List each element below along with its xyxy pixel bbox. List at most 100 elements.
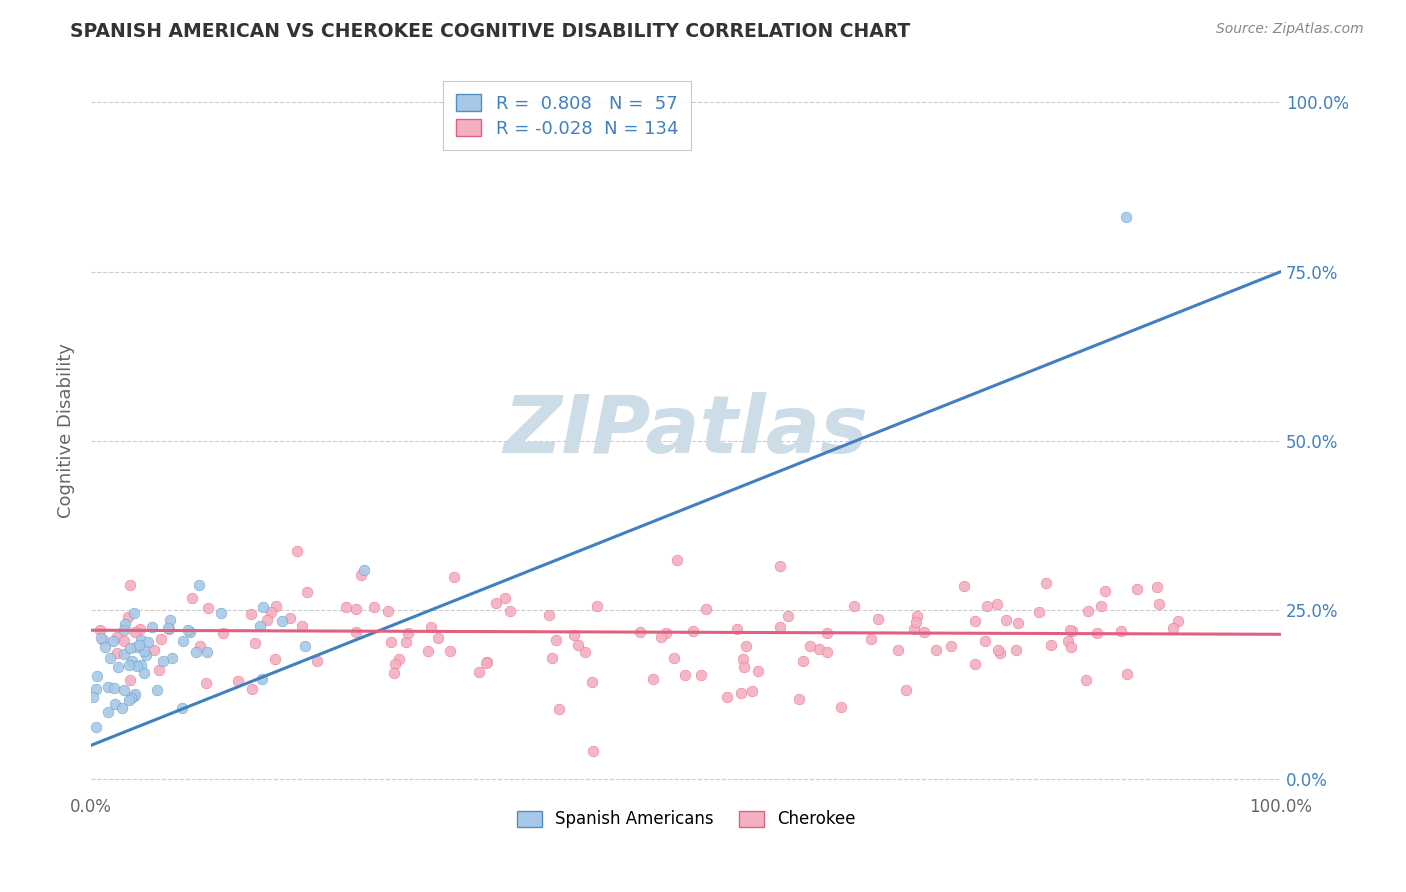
Point <box>1126 582 1149 596</box>
Legend: Spanish Americans, Cherokee: Spanish Americans, Cherokee <box>510 804 862 835</box>
Point <box>1028 605 1050 619</box>
Point <box>974 634 997 648</box>
Point <box>118 673 141 687</box>
Point <box>965 657 987 671</box>
Y-axis label: Cognitive Disability: Cognitive Disability <box>58 343 75 518</box>
Point <box>294 639 316 653</box>
Point <box>156 621 179 635</box>
Point <box>716 690 738 704</box>
Point <box>475 655 498 669</box>
Point <box>363 599 385 614</box>
Point <box>111 700 134 714</box>
Point <box>420 620 443 634</box>
Point <box>1167 614 1189 628</box>
Point <box>1147 597 1170 611</box>
Point <box>859 632 882 646</box>
Point <box>1090 599 1112 614</box>
Point <box>132 665 155 680</box>
Point <box>986 597 1008 611</box>
Point <box>976 599 998 614</box>
Point <box>103 634 125 648</box>
Point <box>132 644 155 658</box>
Point <box>136 634 159 648</box>
Point <box>1057 634 1080 648</box>
Point <box>157 623 180 637</box>
Point <box>118 693 141 707</box>
Point <box>1060 624 1083 638</box>
Point <box>89 623 111 637</box>
Point <box>350 567 373 582</box>
Point <box>1007 616 1029 631</box>
Point <box>145 683 167 698</box>
Point <box>690 668 713 682</box>
Point <box>129 622 152 636</box>
Point <box>114 616 136 631</box>
Point <box>122 606 145 620</box>
Point <box>278 611 301 625</box>
Point <box>118 578 141 592</box>
Point <box>112 647 135 661</box>
Point <box>107 659 129 673</box>
Point <box>176 624 198 638</box>
Point <box>1116 666 1139 681</box>
Point <box>1146 580 1168 594</box>
Point <box>291 618 314 632</box>
Point <box>939 640 962 654</box>
Point <box>90 632 112 646</box>
Point <box>142 643 165 657</box>
Point <box>82 690 104 705</box>
Point <box>1005 643 1028 657</box>
Point <box>395 634 418 648</box>
Point <box>105 646 128 660</box>
Point <box>735 639 758 653</box>
Point <box>912 625 935 640</box>
Point <box>468 665 491 679</box>
Point <box>994 613 1017 627</box>
Point <box>128 639 150 653</box>
Point <box>120 640 142 655</box>
Point <box>641 672 664 686</box>
Point <box>243 636 266 650</box>
Point <box>1115 211 1137 225</box>
Point <box>1077 603 1099 617</box>
Point <box>127 659 149 673</box>
Point <box>264 599 287 613</box>
Point <box>1094 583 1116 598</box>
Point <box>180 591 202 606</box>
Point <box>747 664 769 678</box>
Point <box>808 641 831 656</box>
Point <box>239 607 262 621</box>
Point <box>184 645 207 659</box>
Point <box>1059 623 1081 637</box>
Point <box>541 651 564 665</box>
Point <box>112 624 135 638</box>
Point <box>1039 638 1062 652</box>
Point <box>188 578 211 592</box>
Point <box>97 705 120 719</box>
Text: ZIPatlas: ZIPatlas <box>503 392 869 469</box>
Point <box>830 699 852 714</box>
Point <box>439 643 461 657</box>
Point <box>842 599 865 613</box>
Point <box>353 563 375 577</box>
Point <box>384 657 406 671</box>
Text: SPANISH AMERICAN VS CHEROKEE COGNITIVE DISABILITY CORRELATION CHART: SPANISH AMERICAN VS CHEROKEE COGNITIVE D… <box>70 22 911 41</box>
Point <box>344 625 367 640</box>
Point <box>630 625 652 640</box>
Point <box>86 720 108 734</box>
Point <box>537 608 560 623</box>
Point <box>344 601 367 615</box>
Point <box>965 614 987 628</box>
Point <box>264 652 287 666</box>
Point <box>170 701 193 715</box>
Point <box>335 600 357 615</box>
Point <box>197 601 219 615</box>
Point <box>586 599 609 613</box>
Point <box>118 658 141 673</box>
Point <box>904 615 927 629</box>
Point <box>141 620 163 634</box>
Point <box>990 646 1012 660</box>
Point <box>252 600 274 615</box>
Point <box>148 663 170 677</box>
Point <box>94 640 117 654</box>
